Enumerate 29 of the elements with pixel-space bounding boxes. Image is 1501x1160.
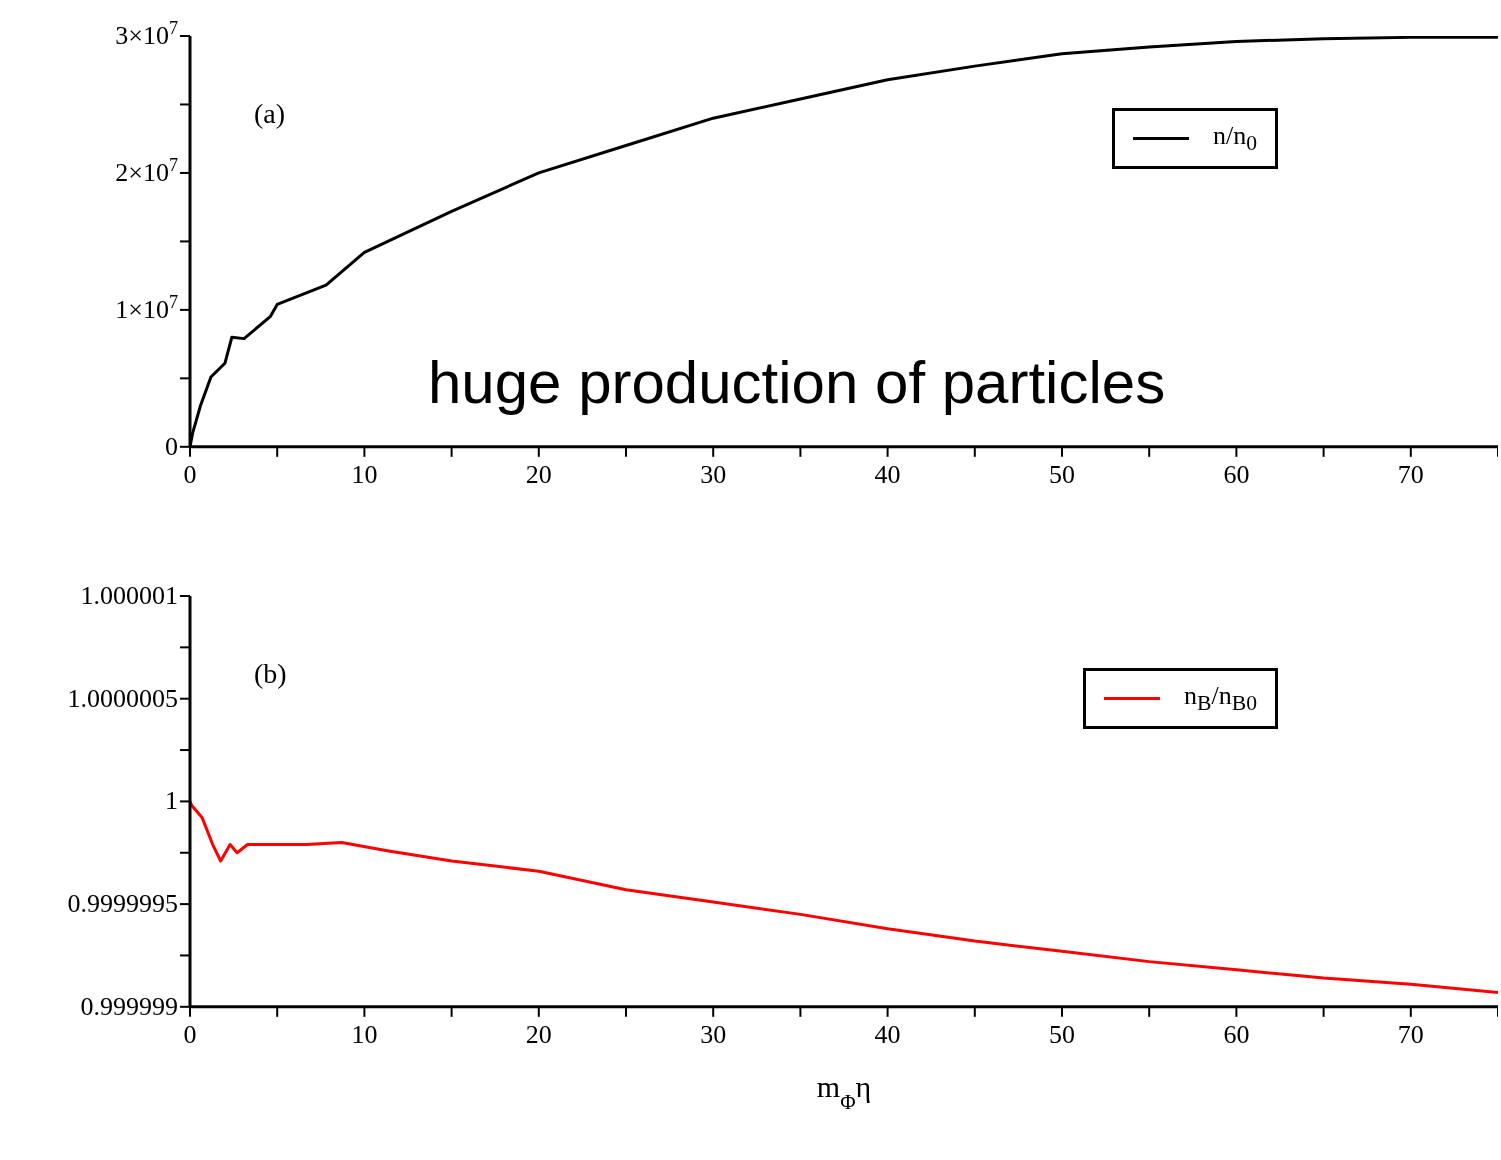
- y-tick-label: 1: [165, 786, 178, 816]
- x-tick-label: 20: [525, 1019, 552, 1049]
- y-tick-label: 2×10$^{7}$: [115, 154, 178, 187]
- x-tick-label: 50: [1049, 1019, 1075, 1049]
- y-tick-label: 3×10$^{7}$: [115, 18, 178, 50]
- x-tick-label: 60: [1223, 1019, 1250, 1049]
- x-tick-label: 30: [700, 1019, 727, 1049]
- x-tick-label: 30: [700, 459, 727, 489]
- annotation: (a): [254, 98, 286, 130]
- annotation: huge production of particles: [428, 348, 1166, 417]
- y-tick-label: 1.0000005: [67, 683, 178, 713]
- x-tick-label: 40: [874, 459, 901, 489]
- x-tick-label: 70: [1397, 1019, 1424, 1049]
- y-tick-label: 0: [165, 431, 178, 461]
- y-tick-label: 0.9999995: [67, 889, 178, 919]
- legend-label: n/n$_{0}$: [1212, 121, 1257, 157]
- y-tick-label: 1×10$^{7}$: [115, 291, 178, 324]
- x-tick-label: 10: [351, 1019, 378, 1049]
- x-axis-title: m$_{Φ}$η: [816, 1069, 872, 1114]
- x-tick-label: 60: [1223, 459, 1250, 489]
- x-tick-label: 40: [874, 1019, 901, 1049]
- y-tick-label: 1.000001: [80, 581, 178, 610]
- x-tick-label: 50: [1049, 459, 1075, 489]
- x-tick-label: 10: [351, 459, 378, 489]
- legend-label: n$_{B}$/n$_{B0}$: [1184, 681, 1257, 717]
- annotation: (b): [254, 658, 287, 690]
- x-tick-label: 70: [1397, 459, 1424, 489]
- y-tick-label: 0.999999: [80, 991, 178, 1021]
- x-tick-label: 20: [525, 459, 552, 489]
